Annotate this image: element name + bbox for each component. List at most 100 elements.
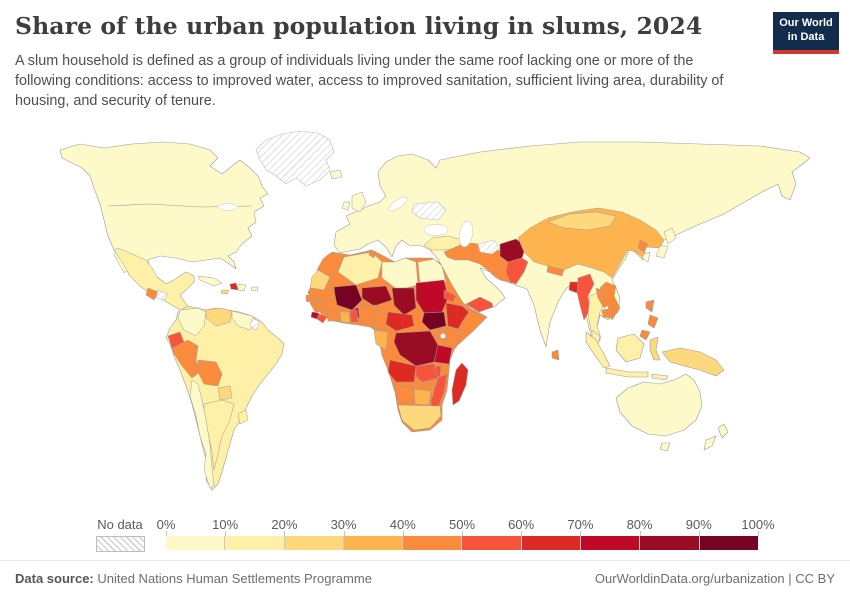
region-south-africa[interactable] — [397, 404, 442, 431]
region-dominican-republic[interactable] — [237, 283, 247, 292]
region-united-kingdom[interactable] — [351, 191, 367, 213]
region-philippines[interactable] — [639, 299, 659, 341]
legend-tick — [284, 531, 286, 536]
region-colombia[interactable] — [177, 307, 207, 337]
region-madagascar[interactable] — [451, 362, 469, 406]
region-south-sudan[interactable] — [421, 311, 447, 331]
region-cuba[interactable] — [197, 275, 223, 287]
region-bangladesh[interactable] — [568, 281, 579, 294]
region-australia[interactable] — [615, 373, 703, 437]
region-french-guiana[interactable] — [249, 317, 261, 331]
region-tasmania[interactable] — [659, 442, 671, 452]
owid-logo[interactable]: Our World in Data — [773, 12, 839, 54]
region-uruguay[interactable] — [237, 409, 249, 425]
region-haiti[interactable] — [229, 282, 239, 291]
region-paraguay[interactable] — [217, 385, 233, 401]
legend-bin[interactable] — [284, 536, 344, 550]
region-sulawesi[interactable] — [649, 336, 661, 361]
region-ireland[interactable] — [341, 201, 351, 211]
region-honduras[interactable] — [155, 289, 169, 301]
legend-tick-label: 0% — [156, 517, 176, 532]
region-drc[interactable] — [393, 330, 439, 367]
region-turkey[interactable] — [423, 235, 463, 251]
region-benin[interactable] — [349, 309, 359, 323]
region-new-guinea[interactable] — [661, 347, 725, 377]
region-south-korea[interactable] — [641, 251, 651, 263]
region-tunisia[interactable] — [368, 249, 377, 259]
legend-ticks — [166, 531, 759, 536]
region-namibia[interactable] — [393, 384, 415, 405]
chart-subtitle: A slum household is defined as a group o… — [15, 53, 724, 109]
region-botswana[interactable] — [413, 388, 432, 406]
region-turkmenistan[interactable] — [477, 239, 501, 255]
black-sea — [423, 224, 449, 236]
region-chile[interactable] — [189, 379, 215, 489]
region-mongolia[interactable] — [547, 211, 617, 231]
data-source-text: United Nations Human Settlements Program… — [93, 571, 372, 586]
license-link[interactable]: OurWorldinData.org/urbanization | CC BY — [594, 571, 835, 586]
region-yemen[interactable] — [465, 296, 494, 313]
page-title: Share of the urban population living in … — [15, 12, 703, 40]
region-japan[interactable] — [655, 227, 677, 259]
legend-tick — [343, 531, 345, 536]
legend-bin[interactable] — [225, 536, 285, 550]
region-guinea[interactable] — [309, 302, 326, 313]
owid-logo-line1: Our World — [779, 17, 833, 30]
region-tanzania[interactable] — [433, 344, 453, 365]
region-indonesia[interactable] — [585, 331, 669, 381]
region-angola[interactable] — [387, 359, 417, 383]
region-north-korea[interactable] — [637, 239, 649, 253]
region-iceland[interactable] — [329, 169, 343, 180]
region-new-zealand[interactable] — [703, 423, 729, 451]
legend-no-data-label: No data — [97, 517, 143, 532]
region-puerto-rico[interactable] — [250, 286, 259, 292]
region-ivory-coast[interactable] — [326, 309, 341, 322]
legend-bin[interactable] — [581, 536, 641, 550]
region-liberia[interactable] — [316, 313, 328, 324]
region-zambia[interactable] — [415, 363, 439, 383]
legend-tick — [580, 531, 582, 536]
legend-tick-label: 100% — [741, 517, 775, 532]
region-vietnam[interactable] — [599, 281, 621, 321]
region-malawi[interactable] — [434, 365, 442, 378]
legend-tick-label: 90% — [685, 517, 712, 532]
legend-tick — [462, 531, 463, 536]
legend-tick — [521, 531, 523, 536]
legend-no-data-swatch[interactable] — [96, 536, 145, 552]
region-egypt[interactable] — [417, 258, 447, 287]
data-source-label: Data source: — [15, 571, 94, 586]
region-somalia[interactable] — [454, 309, 488, 346]
legend-bin[interactable] — [699, 536, 758, 550]
legend-bin[interactable] — [462, 536, 522, 550]
region-nepal[interactable] — [546, 265, 565, 277]
region-sudan[interactable] — [415, 279, 449, 314]
lake-victoria — [440, 333, 446, 339]
region-levant-iran[interactable] — [443, 242, 518, 284]
region-pakistan[interactable] — [505, 257, 529, 285]
region-venezuela[interactable] — [205, 307, 233, 327]
region-cameroon[interactable] — [373, 309, 389, 331]
legend-tick-label: 80% — [626, 517, 653, 532]
region-ghana[interactable] — [339, 311, 351, 324]
legend-bin[interactable] — [521, 536, 582, 550]
region-gabon-congo[interactable] — [373, 329, 389, 351]
region-chad[interactable] — [391, 287, 417, 316]
region-ukraine[interactable] — [411, 201, 447, 221]
region-jamaica[interactable] — [220, 289, 230, 295]
legend-bin[interactable] — [166, 536, 226, 550]
legend-bin[interactable] — [640, 536, 700, 550]
region-cambodia[interactable] — [601, 307, 615, 319]
baltic-sea — [388, 196, 408, 212]
legend-bin[interactable] — [403, 536, 463, 550]
region-sri-lanka[interactable] — [551, 349, 560, 361]
legend-bin[interactable] — [343, 536, 404, 550]
region-guatemala[interactable] — [145, 287, 159, 301]
region-bolivia[interactable] — [197, 359, 223, 387]
region-borneo[interactable] — [615, 333, 645, 363]
region-libya[interactable] — [381, 257, 419, 291]
region-niger[interactable] — [361, 285, 393, 307]
region-eritrea[interactable] — [443, 289, 457, 303]
region-greenland[interactable] — [255, 130, 335, 187]
legend-tick-label: 10% — [212, 517, 239, 532]
region-central-african-republic[interactable] — [385, 311, 415, 332]
